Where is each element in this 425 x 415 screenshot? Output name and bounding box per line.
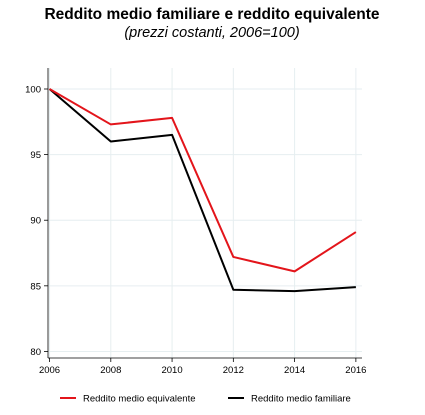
gridlines bbox=[48, 68, 362, 358]
y-tick-label: 100 bbox=[25, 84, 41, 95]
x-tick-label: 2010 bbox=[161, 365, 182, 376]
x-tick-label: 2014 bbox=[284, 365, 305, 376]
x-tick-label: 2016 bbox=[345, 365, 366, 376]
x-tick-label: 2012 bbox=[223, 365, 244, 376]
series-line-reddito-medio-familiare bbox=[48, 88, 356, 293]
legend-label-reddito-medio-equivalente: Reddito medio equivalente bbox=[83, 394, 196, 405]
legend-label-reddito-medio-familiare: Reddito medio familiare bbox=[251, 394, 351, 405]
y-tick-label: 95 bbox=[30, 150, 41, 161]
chart-title: Reddito medio familiare e reddito equiva… bbox=[44, 6, 379, 23]
x-tick-label: 2008 bbox=[100, 365, 121, 376]
series-line-reddito-medio-equivalente bbox=[49, 88, 357, 273]
y-tick-label: 85 bbox=[30, 281, 41, 292]
chart-subtitle: (prezzi costanti, 2006=100) bbox=[124, 25, 299, 41]
legend: Reddito medio equivalente Reddito medio f… bbox=[60, 394, 351, 405]
y-tick-label: 90 bbox=[30, 216, 41, 227]
axes: 80 85 90 95 100 2006 2008 2010 2012 2014 2016 bbox=[25, 68, 366, 376]
y-tick-label: 80 bbox=[30, 347, 41, 358]
series-lines bbox=[48, 88, 357, 293]
x-tick-label: 2006 bbox=[39, 365, 60, 376]
